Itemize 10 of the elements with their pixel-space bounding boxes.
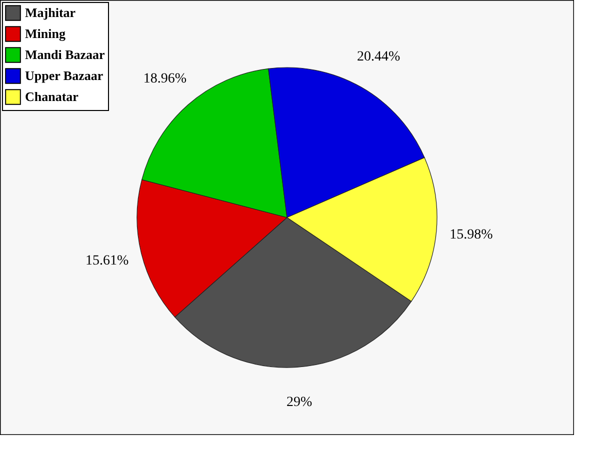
data-label: 18.96%: [143, 71, 187, 86]
legend-label: Majhitar: [25, 5, 76, 20]
data-label: 20.44%: [356, 50, 400, 65]
data-label: 15.98%: [450, 227, 494, 242]
data-label: 29%: [286, 395, 312, 410]
legend-label: Mandi Bazaar: [25, 47, 106, 62]
legend-label: Mining: [25, 26, 66, 41]
legend-label: Upper Bazaar: [25, 68, 104, 83]
legend-label: Chanatar: [25, 89, 79, 104]
data-label: 15.61%: [86, 254, 130, 269]
